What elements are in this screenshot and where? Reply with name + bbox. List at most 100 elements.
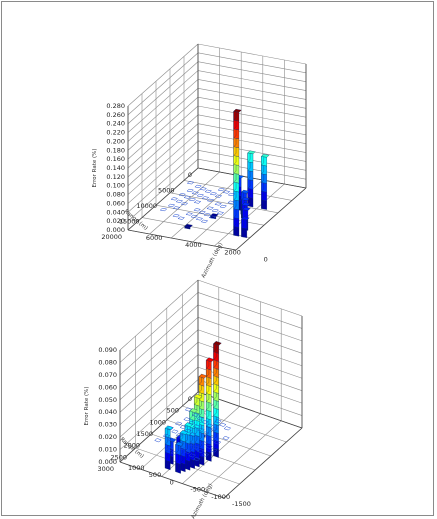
y-tick-label: 0 [264,256,268,264]
bar-top [242,207,251,211]
floor-tile [205,444,213,449]
gridline-z-left [127,114,199,178]
x-tick-label: 10000 [136,202,157,210]
gridline-z-right [197,132,307,153]
bar [184,223,193,230]
gridline-z-right [197,61,307,83]
floor-tile [186,181,195,185]
gridline-z-left [127,88,199,151]
z-tick-label: 0.180 [106,146,125,154]
floor-tile [180,202,189,206]
floor-tile [194,184,202,188]
gridline-z-right [197,79,307,100]
floor-tile [205,423,214,428]
gridline-z-left [127,105,199,169]
x-tick-label: 5000 [158,187,175,195]
gridline-floor-y [214,183,285,247]
floor-tile [211,208,220,213]
floor-tile [170,197,179,201]
chart-bottom: 0.000 0.010 0.020 0.030 0.040 0.050 0.060 0.070… [84,279,303,519]
gridline-z-left [119,329,199,401]
gridline-z-right [197,52,307,74]
bar [241,216,250,238]
gridline-floor-y [202,420,282,492]
y-tick-label: 1000 [128,464,145,472]
floor-tile [162,433,171,438]
z-tick-label: 0.100 [106,182,125,190]
gridline-floor-y [149,171,220,235]
gridline-z-right [197,292,303,329]
chart-top: 0.0000.0200.0400.0600.0800.1000.1200.140… [92,43,307,279]
gridline-z-right [197,279,303,317]
floor-tile [184,407,193,412]
floor-tile [206,198,215,202]
gridline-z-right [197,114,307,136]
floor-tile [187,441,195,447]
x-tick-label: 500 [167,407,179,415]
floor-tile [188,453,196,458]
floor-tile [190,214,199,219]
floor-tile [188,197,197,202]
z-tick-label: 0.020 [106,217,125,225]
bar-top [241,216,250,221]
floor-tile [159,207,168,212]
z-tick-label: 0.160 [106,155,125,163]
x-tick-label: 0 [188,395,192,403]
floor-tile [217,187,226,192]
floor-tile [179,446,187,451]
floor-tile [186,188,194,193]
gridline-z-right [197,43,307,65]
floor-tile [175,199,184,203]
gridline-z-right [197,329,303,367]
bar [164,425,174,471]
z-tick-label: 0.010 [98,446,117,454]
bar-top [240,189,250,194]
floor-tile [196,193,205,198]
floor-tile [222,190,231,194]
z-tick-label: 0.120 [106,173,125,181]
floor-tile [203,213,212,217]
floor-tile [223,426,232,431]
z-tick-label: 0.080 [98,358,117,366]
x-tick-label: 1500 [136,430,153,438]
y-tick-label: -1000 [211,493,230,501]
gridline-z-left [119,341,199,413]
z-tick-label: 0.050 [98,396,117,404]
floor-tile [165,447,174,452]
y-tick-label: 0 [170,478,174,486]
floor-tile [183,417,191,422]
gridline-z-left [119,279,199,351]
floor-tile [167,437,175,442]
axis-edge [119,391,199,463]
floor-tile [171,429,179,434]
bar-top [193,394,203,399]
floor-tile [196,416,204,421]
z-tick-labels: 0.0000.0200.0400.0600.0800.1000.1200.140… [106,102,125,234]
floor-tile [198,210,206,214]
bar-top [233,108,242,113]
floor-tile [214,202,222,206]
axis-edge [127,167,199,231]
gridline-z-left [119,317,199,388]
floor-tile [185,212,193,216]
floor-tile [174,421,183,426]
z-tick-label: 0.060 [98,383,117,391]
bar-top [213,341,222,346]
gridline-z-left [127,43,199,107]
gridline-z-left [127,123,199,186]
floor-tile [191,191,200,195]
floor-tile [167,203,176,208]
floor-tile [183,195,192,199]
floor-tile [193,208,201,212]
gridline-floor-x [141,217,251,238]
z-tick-label: 0.060 [106,199,125,207]
z-tick-label: 0.040 [106,208,125,216]
gridline-z-left [127,141,199,204]
gridline-z-right [197,87,307,109]
z-tick-label: 0.070 [98,371,117,379]
gridline-z-left [119,304,199,376]
floor-tile [195,217,204,221]
floor-tile [227,200,235,204]
